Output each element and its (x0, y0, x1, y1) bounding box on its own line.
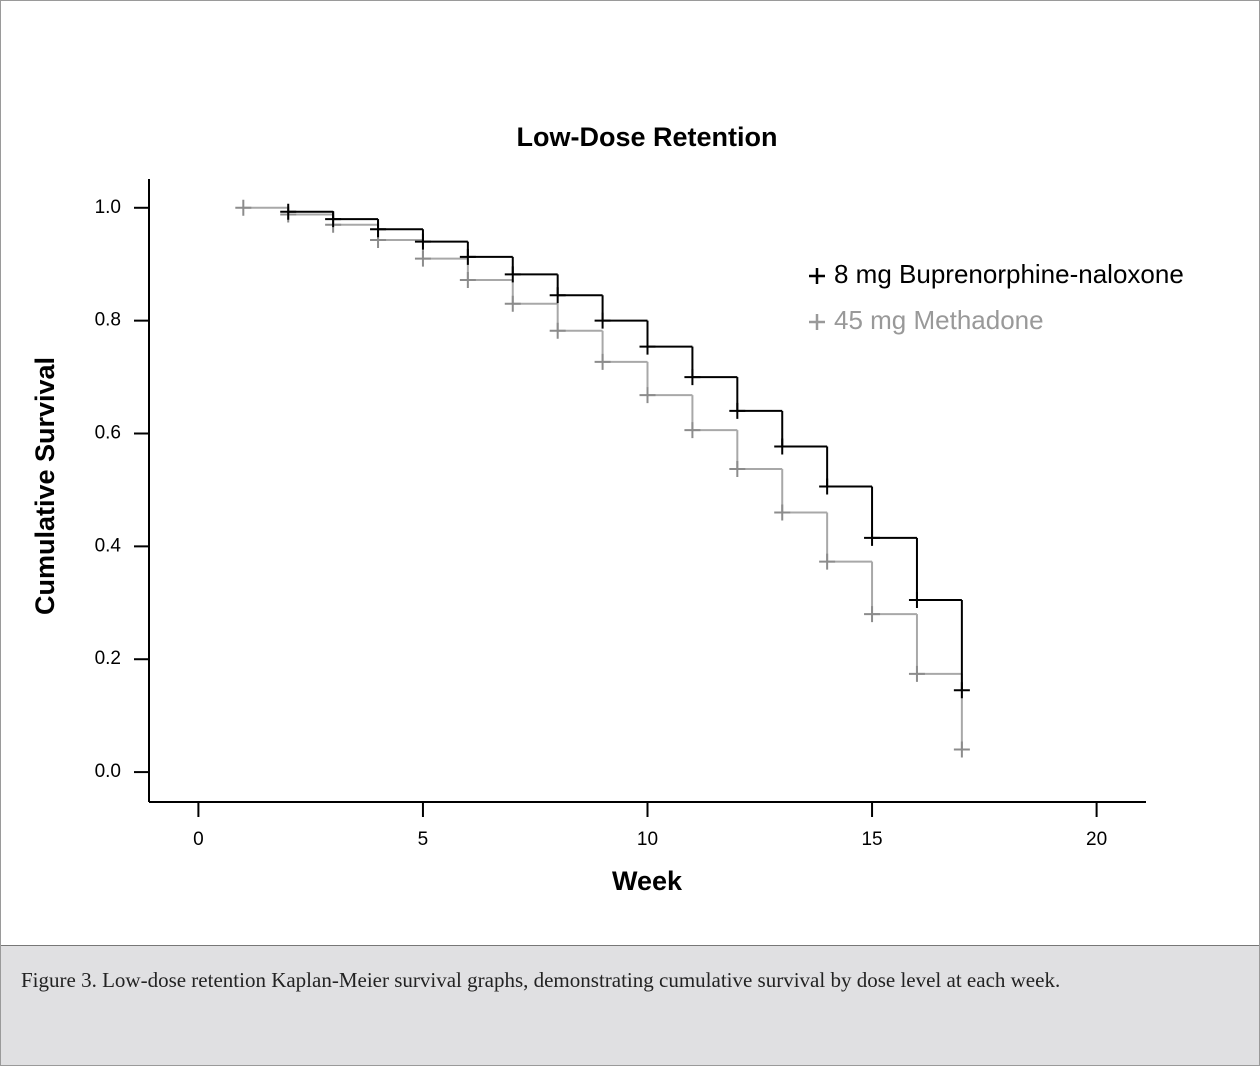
y-tick-label: 1.0 (95, 197, 121, 218)
x-axis-label: Week (612, 866, 683, 896)
x-tick-label: 20 (1086, 829, 1107, 850)
censor-mark (819, 553, 836, 570)
x-tick-label: 15 (861, 829, 882, 850)
legend-label: 8 mg Buprenorphine-naloxone (834, 259, 1184, 289)
censor-mark (864, 606, 881, 623)
censor-mark (459, 272, 476, 289)
censor-mark (639, 387, 656, 404)
censor-mark (639, 338, 656, 355)
legend-label: 45 mg Methadone (834, 305, 1044, 335)
censor-mark (280, 203, 297, 220)
y-tick-label: 0.4 (95, 535, 122, 556)
y-tick-label: 0.2 (95, 648, 121, 669)
censor-mark (864, 529, 881, 546)
censor-mark (684, 369, 701, 386)
y-tick-label: 0.6 (95, 423, 121, 444)
censor-mark (684, 422, 701, 439)
censor-mark (774, 438, 791, 455)
y-tick-label: 0.0 (95, 761, 121, 782)
censor-mark (953, 741, 970, 758)
legend-marker (809, 314, 825, 330)
censor-mark (594, 312, 611, 329)
x-tick-label: 0 (193, 829, 204, 850)
y-tick-label: 0.8 (95, 310, 121, 331)
censor-mark (235, 199, 252, 216)
censor-mark (504, 266, 521, 283)
censor-mark (774, 504, 791, 521)
censor-mark (370, 221, 387, 238)
chart: Low-Dose Retention Week Cumulative Survi… (30, 122, 1184, 896)
censor-mark (729, 461, 746, 478)
censor-mark (594, 353, 611, 370)
censor-mark (459, 248, 476, 265)
censor-mark (414, 233, 431, 250)
x-tick-label: 5 (418, 829, 429, 850)
censor-mark (819, 478, 836, 495)
chart-title: Low-Dose Retention (517, 122, 778, 152)
y-axis-label: Cumulative Survival (30, 357, 60, 615)
censor-mark (908, 591, 925, 608)
censor-mark (908, 665, 925, 682)
x-tick-label: 10 (637, 829, 658, 850)
censor-mark (414, 250, 431, 267)
censor-mark (325, 211, 342, 228)
censor-mark (953, 682, 970, 699)
censor-mark (549, 322, 566, 339)
caption: Figure 3. Low-dose retention Kaplan-Meie… (1, 945, 1259, 1065)
censor-mark (504, 295, 521, 312)
legend-marker (809, 268, 825, 284)
censor-mark (549, 287, 566, 304)
censor-mark (729, 402, 746, 419)
